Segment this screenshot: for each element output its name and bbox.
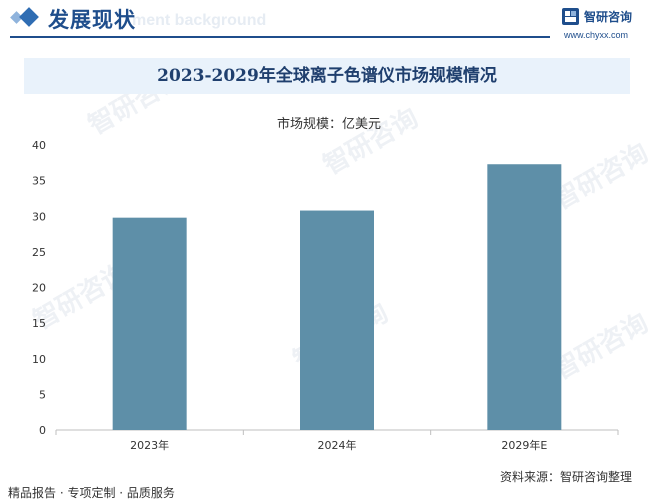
y-tick-label: 40 <box>32 139 46 152</box>
unit-label: 市场规模：亿美元 <box>276 117 381 132</box>
x-tick-label: 2029年E <box>501 438 547 452</box>
bar-2 <box>300 210 374 430</box>
chart-title: 2023-2029年全球离子色谱仪市场规模情况 <box>157 66 497 86</box>
section-background-text: ment background <box>132 12 267 29</box>
bar-1 <box>112 217 187 430</box>
y-tick-label: 15 <box>32 317 46 330</box>
y-tick-label: 35 <box>32 175 46 188</box>
header-divider <box>10 36 550 38</box>
y-tick-label: 10 <box>32 353 46 366</box>
x-tick-label: 2024年 <box>318 438 357 452</box>
brand-name: 智研咨询 <box>584 10 633 24</box>
brand-logo-icon <box>562 8 579 25</box>
footer-slogan: 精品报告 · 专项定制 · 品质服务 <box>8 486 175 500</box>
y-tick-label: 20 <box>32 282 46 295</box>
y-tick-label: 5 <box>39 388 46 401</box>
y-tick-label: 0 <box>39 424 46 437</box>
section-title: 发展现状 <box>48 7 136 32</box>
y-tick-label: 30 <box>32 210 46 223</box>
brand-block: 智研咨询 www.chyxx.com <box>562 8 658 44</box>
y-tick-label: 25 <box>32 246 46 259</box>
section-header: ment background 发展现状 智研咨询 www.chyxx.com <box>0 0 658 46</box>
x-tick-label: 2023年 <box>130 438 169 452</box>
bar-3 <box>487 164 562 431</box>
brand-url: www.chyxx.com <box>564 30 629 40</box>
chart-title-band: 2023-2029年全球离子色谱仪市场规模情况 <box>24 58 630 94</box>
source-note: 资料来源：智研咨询整理 <box>500 470 633 484</box>
